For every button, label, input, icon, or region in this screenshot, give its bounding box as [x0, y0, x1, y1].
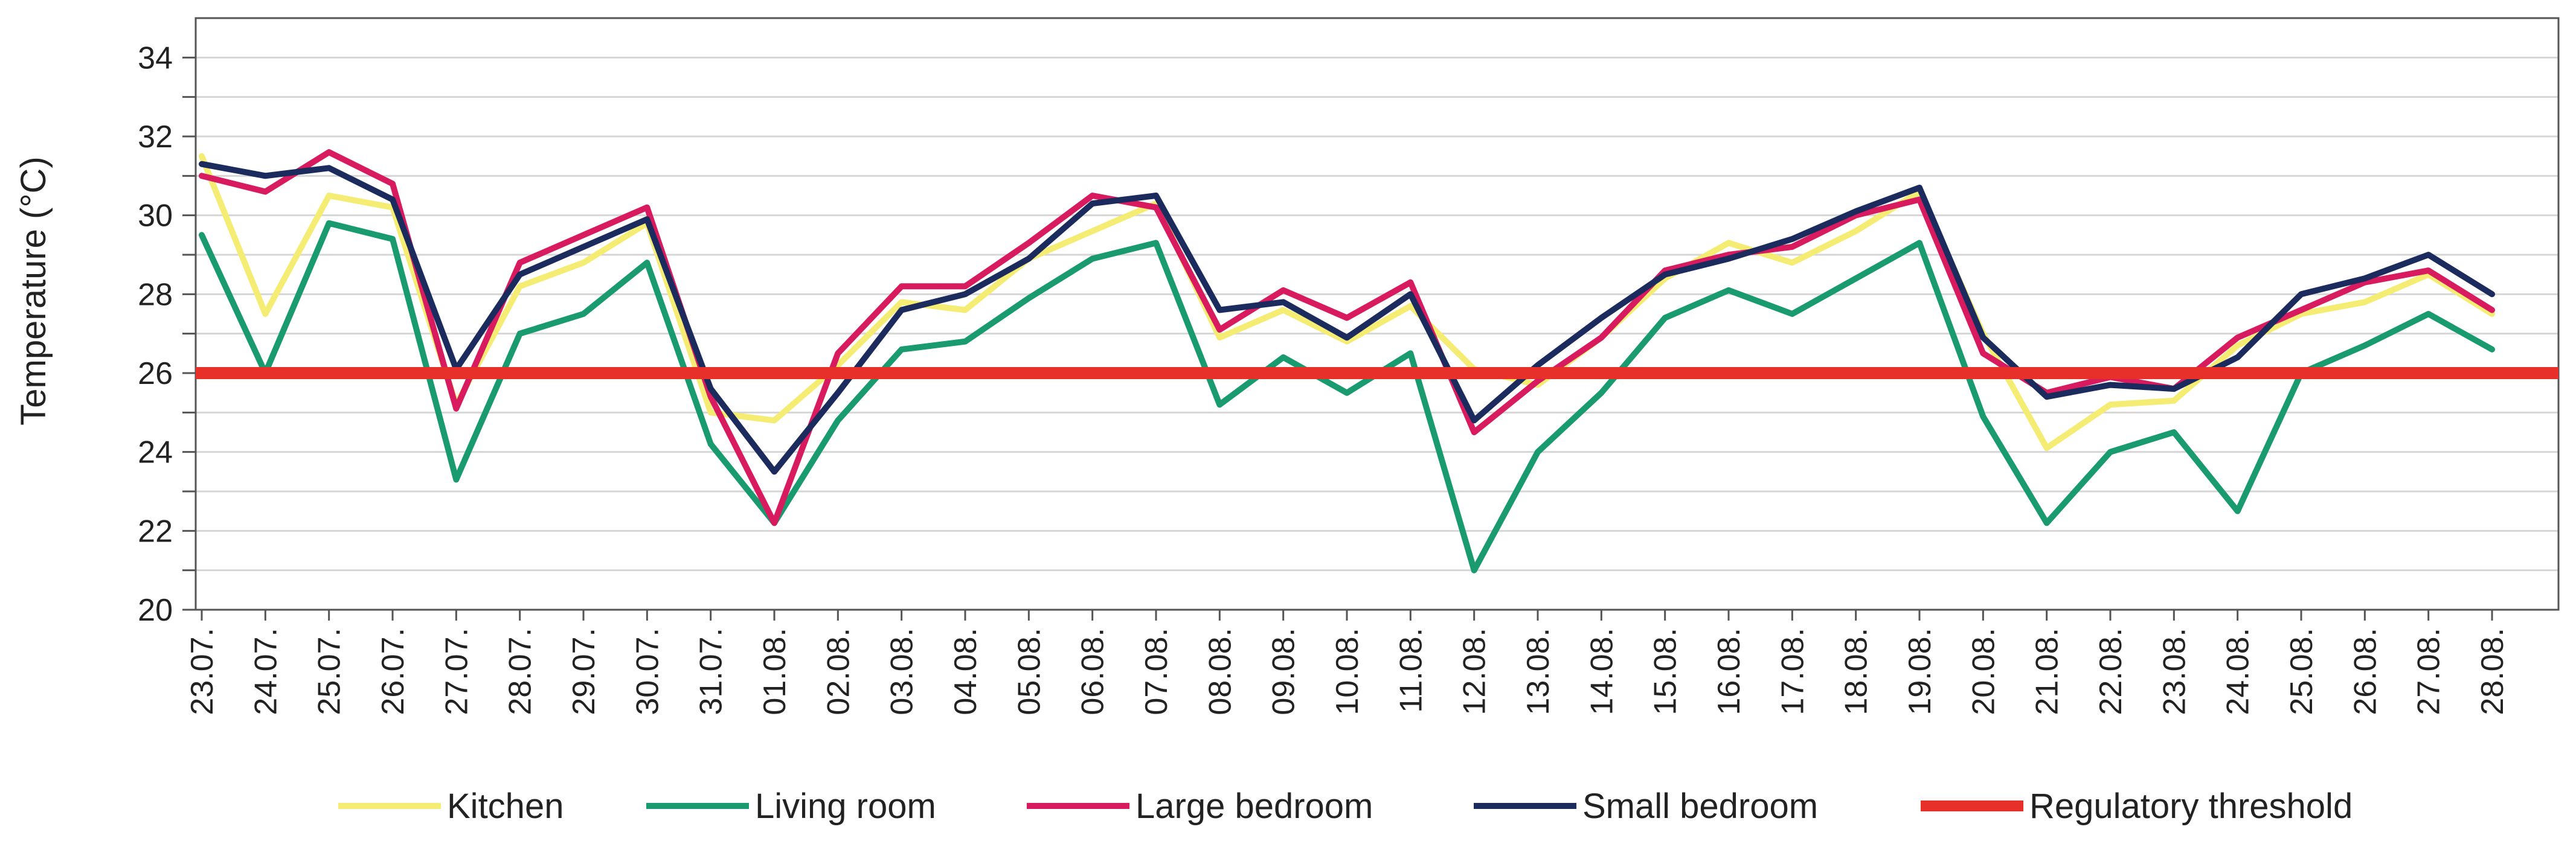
x-tick-label: 26.08.: [2348, 628, 2383, 715]
y-tick-label: 34: [138, 40, 173, 75]
x-tick-label: 23.07.: [185, 628, 220, 715]
x-tick-label: 08.08.: [1203, 628, 1238, 715]
legend-label: Large bedroom: [1135, 787, 1373, 826]
x-tick-label: 17.08.: [1775, 628, 1810, 715]
x-tick-label: 15.08.: [1648, 628, 1683, 715]
x-tick-label: 25.07.: [312, 628, 347, 715]
x-tick-label: 19.08.: [1903, 628, 1938, 715]
y-axis-title: Temperature (°C): [14, 156, 53, 425]
legend-label: Small bedroom: [1582, 787, 1818, 826]
y-axis: 20 22 24 26 28 30 32 34: [138, 40, 196, 628]
x-tick-label: 23.08.: [2157, 628, 2192, 715]
series-line-living-room: [199, 220, 2495, 574]
x-tick-label: 25.08.: [2284, 628, 2319, 715]
x-axis: 23.07. 24.07. 25.07. 26.07. 27.07. 28.07. 29.0…: [185, 610, 2510, 715]
x-tick-label: 05.08.: [1012, 628, 1047, 715]
x-tick-label: 18.08.: [1839, 628, 1874, 715]
legend: Kitchen Living room Large bedroom Small bed…: [338, 787, 2353, 826]
y-tick-label: 28: [138, 277, 173, 312]
x-tick-label: 21.08.: [2030, 628, 2065, 715]
y-tick-label: 24: [138, 435, 173, 470]
x-tick-label: 04.08.: [948, 628, 983, 715]
x-tick-label: 29.07.: [567, 628, 602, 715]
x-tick-label: 26.07.: [376, 628, 411, 715]
x-tick-label: 24.08.: [2221, 628, 2256, 715]
legend-label: Kitchen: [447, 787, 564, 826]
legend-label: Living room: [755, 787, 936, 826]
x-tick-label: 27.08.: [2412, 628, 2447, 715]
x-tick-label: 11.08.: [1393, 628, 1428, 713]
x-tick-label: 02.08.: [821, 628, 856, 715]
series-line-small-bedroom: [199, 161, 2495, 475]
x-tick-label: 06.08.: [1076, 628, 1111, 715]
y-tick-label: 26: [138, 356, 173, 391]
x-tick-label: 10.08.: [1330, 628, 1365, 715]
y-tick-label: 20: [138, 593, 173, 628]
x-tick-label: 14.08.: [1584, 628, 1619, 715]
x-tick-label: 24.07.: [248, 628, 283, 715]
x-tick-label: 28.08.: [2475, 628, 2510, 715]
x-tick-label: 22.08.: [2093, 628, 2128, 715]
x-tick-label: 27.07.: [439, 628, 474, 715]
x-tick-label: 30.07.: [630, 628, 665, 715]
x-tick-label: 20.08.: [1966, 628, 2001, 715]
x-tick-label: 28.07.: [503, 628, 538, 715]
x-tick-label: 07.08.: [1139, 628, 1174, 715]
x-tick-label: 03.08.: [885, 628, 920, 715]
x-tick-label: 09.08.: [1267, 628, 1302, 715]
x-tick-label: 16.08.: [1712, 628, 1747, 715]
series-line-kitchen: [199, 153, 2495, 452]
plot-area-frame: [194, 17, 2560, 611]
x-tick-label: 13.08.: [1521, 628, 1556, 715]
x-tick-label: 01.08.: [757, 628, 792, 715]
y-tick-label: 30: [138, 199, 173, 234]
x-tick-label: 31.07.: [694, 628, 729, 715]
y-tick-label: 22: [138, 514, 173, 549]
legend-label: Regulatory threshold: [2029, 787, 2353, 826]
y-tick-label: 32: [138, 120, 173, 155]
x-tick-label: 12.08.: [1457, 628, 1492, 715]
